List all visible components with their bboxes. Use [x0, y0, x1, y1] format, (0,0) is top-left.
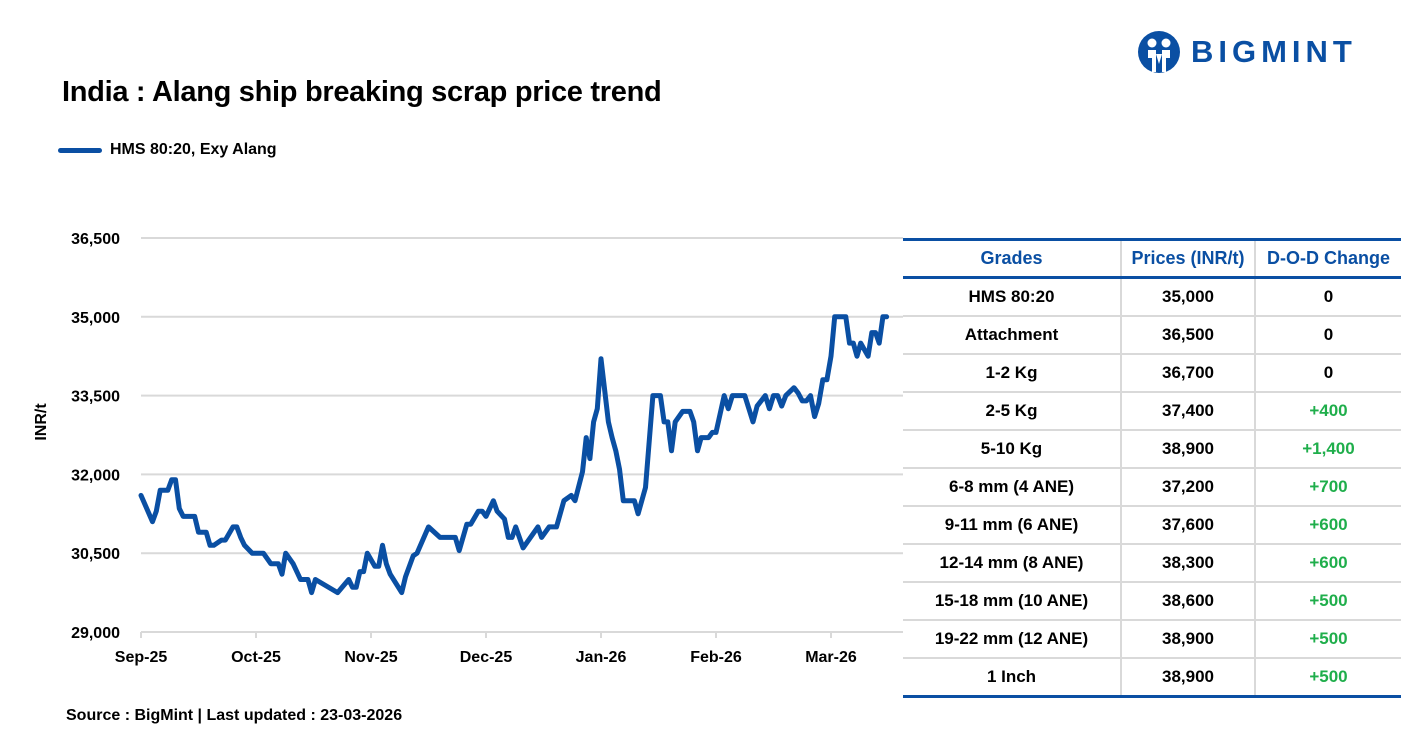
logo-text: BIGMINT [1191, 34, 1357, 69]
table-row: 6-8 mm (4 ANE) 37,200 +700 [903, 468, 1401, 507]
grade-cell: 9-11 mm (6 ANE) [903, 506, 1121, 545]
source-note: Source : BigMint | Last updated : 23-03-… [66, 707, 403, 724]
price-cell: 38,600 [1120, 582, 1255, 621]
y-axis-label: INR/t [33, 403, 50, 441]
grade-cell: 6-8 mm (4 ANE) [903, 468, 1121, 507]
grade-cell: 2-5 Kg [903, 392, 1121, 431]
table-row: 9-11 mm (6 ANE) 37,600 +600 [903, 506, 1401, 545]
price-cell: 38,900 [1120, 620, 1255, 659]
price-cell: 38,900 [1120, 430, 1255, 469]
grade-cell: 1-2 Kg [903, 354, 1121, 393]
legend: HMS 80:20, Exy Alang [58, 141, 277, 159]
table-row: 5-10 Kg 38,900 +1,400 [903, 430, 1401, 469]
table-row: 12-14 mm (8 ANE) 38,300 +600 [903, 544, 1401, 583]
table-row: HMS 80:20 35,000 0 [903, 277, 1401, 317]
x-tick-label: Nov-25 [344, 649, 397, 666]
table-row: Attachment 36,500 0 [903, 316, 1401, 355]
change-cell: +500 [1254, 582, 1401, 621]
price-cell: 38,900 [1120, 658, 1255, 698]
table-row: 15-18 mm (10 ANE) 38,600 +500 [903, 582, 1401, 621]
x-tick-label: Feb-26 [690, 649, 742, 666]
y-tick-label: 32,000 [71, 467, 120, 484]
y-tick-label: 30,500 [71, 546, 120, 563]
grade-cell: 19-22 mm (12 ANE) [903, 620, 1121, 659]
change-cell: 0 [1254, 316, 1401, 355]
column-header: Grades [903, 238, 1121, 279]
change-cell: +500 [1254, 620, 1401, 659]
x-tick-label: Jan-26 [576, 649, 627, 666]
bigmint-logo: BIGMINT [1137, 30, 1357, 74]
table-row: 1-2 Kg 36,700 0 [903, 354, 1401, 393]
grade-cell: HMS 80:20 [903, 277, 1121, 317]
table-row: 2-5 Kg 37,400 +400 [903, 392, 1401, 431]
x-tick-label: Dec-25 [460, 649, 513, 666]
change-cell: 0 [1254, 354, 1401, 393]
y-tick-label: 33,500 [71, 389, 120, 406]
change-cell: +700 [1254, 468, 1401, 507]
grade-cell: 5-10 Kg [903, 430, 1121, 469]
change-cell: +400 [1254, 392, 1401, 431]
chart-title: India : Alang ship breaking scrap price … [62, 76, 662, 108]
logo-people-icon [1138, 31, 1180, 73]
column-header: D-O-D Change [1254, 238, 1401, 279]
change-cell: +600 [1254, 544, 1401, 583]
grade-cell: 15-18 mm (10 ANE) [903, 582, 1121, 621]
y-tick-label: 29,000 [71, 625, 120, 642]
price-cell: 37,200 [1120, 468, 1255, 507]
y-tick-label: 35,000 [71, 310, 120, 327]
change-cell: +600 [1254, 506, 1401, 545]
change-cell: +1,400 [1254, 430, 1401, 469]
table-row: 19-22 mm (12 ANE) 38,900 +500 [903, 620, 1401, 659]
grades-price-table: Grades Prices (INR/t) D-O-D Change HMS 80:… [903, 238, 1401, 698]
legend-swatch [58, 147, 102, 153]
grade-cell: 12-14 mm (8 ANE) [903, 544, 1121, 583]
x-tick-label: Oct-25 [231, 649, 281, 666]
price-cell: 37,400 [1120, 392, 1255, 431]
table-row: 1 Inch 38,900 +500 [903, 658, 1401, 698]
change-cell: 0 [1254, 277, 1401, 317]
legend-label: HMS 80:20, Exy Alang [110, 141, 277, 158]
table-header-row: Grades Prices (INR/t) D-O-D Change [903, 238, 1401, 279]
price-cell: 35,000 [1120, 277, 1255, 317]
x-tick-label: Sep-25 [115, 649, 168, 666]
y-tick-label: 36,500 [71, 231, 120, 248]
x-tick-label: Mar-26 [805, 649, 857, 666]
price-cell: 36,700 [1120, 354, 1255, 393]
price-cell: 38,300 [1120, 544, 1255, 583]
price-cell: 36,500 [1120, 316, 1255, 355]
price-cell: 37,600 [1120, 506, 1255, 545]
series-line-hms-80-20 [138, 314, 890, 596]
change-cell: +500 [1254, 658, 1401, 698]
column-header: Prices (INR/t) [1120, 238, 1255, 279]
grade-cell: Attachment [903, 316, 1121, 355]
grade-cell: 1 Inch [903, 658, 1121, 698]
